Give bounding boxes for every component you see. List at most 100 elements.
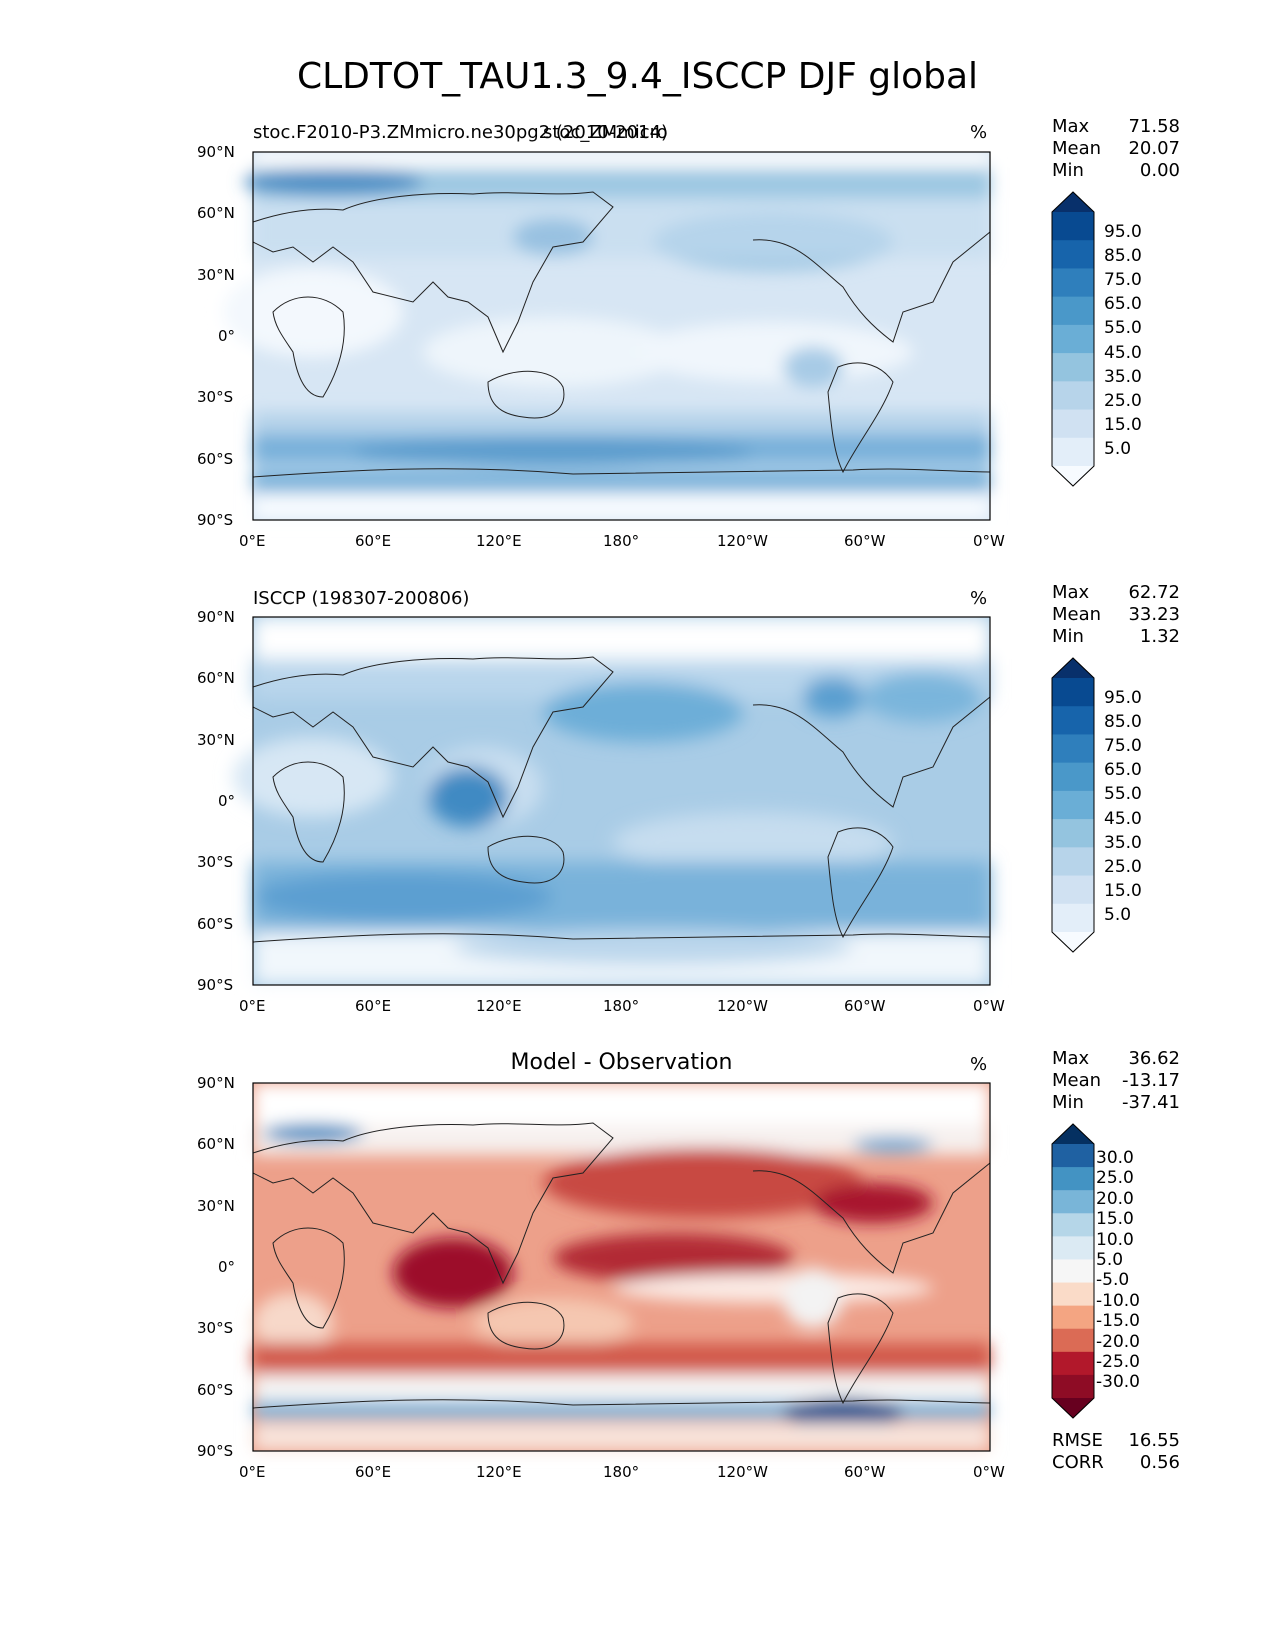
colorbar-label: -15.0 xyxy=(1096,1311,1140,1331)
colorbar-segment xyxy=(1052,1328,1094,1353)
colorbar-label: 10.0 xyxy=(1096,1230,1134,1250)
units-label: % xyxy=(970,588,988,609)
colorbar-label: 85.0 xyxy=(1104,246,1142,266)
colorbar-label: 95.0 xyxy=(1104,222,1142,242)
colorbar-segment xyxy=(1052,409,1094,439)
colorbar-extend-top xyxy=(1052,1124,1094,1144)
x-tick: 120°E xyxy=(476,532,522,550)
y-tick: 30°S xyxy=(197,853,234,871)
colorbar-extend-bottom xyxy=(1052,932,1094,952)
colorbar-segment xyxy=(1052,296,1094,326)
colorbar-label: -20.0 xyxy=(1096,1332,1140,1352)
stat-min: Min -37.41 xyxy=(1052,1092,1180,1113)
x-tick: 180° xyxy=(603,1463,640,1481)
y-tick: 90°N xyxy=(197,1074,235,1092)
colorbar-label: 30.0 xyxy=(1096,1148,1134,1168)
stat-min: Min 0.00 xyxy=(1052,160,1180,181)
map-model xyxy=(223,151,991,521)
y-tick: 0° xyxy=(218,327,236,345)
colorbar-label: 15.0 xyxy=(1096,1209,1134,1229)
colorbar-segment xyxy=(1052,875,1094,905)
colorbar-segment xyxy=(1052,1167,1094,1191)
colorbar-label: -5.0 xyxy=(1096,1270,1130,1290)
colorbar-label: 55.0 xyxy=(1104,318,1142,338)
colorbar-segment xyxy=(1052,240,1094,269)
colorbar-label: 95.0 xyxy=(1104,688,1142,708)
stat-mean: Mean 20.07 xyxy=(1052,138,1180,159)
x-tick: 180° xyxy=(603,997,640,1015)
y-tick: 30°N xyxy=(197,731,235,749)
y-tick: 30°N xyxy=(197,266,235,284)
colorbar-label: 20.0 xyxy=(1096,1189,1134,1209)
y-tick: 30°N xyxy=(197,1197,235,1215)
y-tick: 90°N xyxy=(197,608,235,626)
colorbar-outline xyxy=(1051,657,1095,953)
y-tick: 30°S xyxy=(197,1319,234,1337)
colorbar-extend-top xyxy=(1052,658,1094,678)
colorbar-label: 15.0 xyxy=(1104,415,1142,435)
x-tick: 0°W xyxy=(973,532,1005,550)
x-tick: 120°E xyxy=(476,997,522,1015)
y-tick: 60°N xyxy=(197,669,235,687)
colorbar-label: -10.0 xyxy=(1096,1291,1140,1311)
colorbar-segment xyxy=(1052,1144,1094,1168)
colorbar-segment xyxy=(1052,1351,1094,1376)
colorbar-segment xyxy=(1052,268,1094,298)
map-difference xyxy=(252,1082,991,1452)
colorbar-label: 45.0 xyxy=(1104,809,1142,829)
colorbar-label: 45.0 xyxy=(1104,343,1142,363)
y-tick: 90°S xyxy=(197,1442,234,1460)
colorbar-label: 75.0 xyxy=(1104,270,1142,290)
stat-corr: CORR 0.56 xyxy=(1052,1452,1180,1473)
panel-center-label: Model - Observation xyxy=(510,1050,733,1075)
colorbar-segment xyxy=(1052,762,1094,792)
y-tick: 30°S xyxy=(197,388,234,406)
colorbar-segment xyxy=(1052,790,1094,820)
colorbar-segment xyxy=(1052,1236,1094,1260)
x-tick: 60°W xyxy=(844,997,886,1015)
colorbar-extend-top xyxy=(1052,192,1094,212)
x-tick: 0°E xyxy=(239,532,266,550)
stat-max: Max 36.62 xyxy=(1052,1048,1180,1069)
colorbar-label: 5.0 xyxy=(1104,439,1132,459)
colorbar-label: 55.0 xyxy=(1104,784,1142,804)
x-tick: 120°E xyxy=(476,1463,522,1481)
y-tick: 60°S xyxy=(197,1381,234,1399)
x-tick: 120°W xyxy=(717,997,768,1015)
colorbar-label: 35.0 xyxy=(1104,367,1142,387)
y-tick: 0° xyxy=(218,1258,236,1276)
y-tick: 60°S xyxy=(197,450,234,468)
y-tick: 90°S xyxy=(197,976,234,994)
stat-rmse: RMSE 16.55 xyxy=(1052,1430,1180,1451)
x-tick: 0°E xyxy=(239,1463,266,1481)
x-tick: 60°W xyxy=(844,1463,886,1481)
x-tick: 60°E xyxy=(355,997,392,1015)
colorbar-segment xyxy=(1052,1305,1094,1330)
x-tick: 60°E xyxy=(355,1463,392,1481)
panel-center-label: stoc_ZMmicro xyxy=(543,122,668,143)
y-tick: 60°S xyxy=(197,915,234,933)
colorbar-label: 25.0 xyxy=(1104,857,1142,877)
y-tick: 60°N xyxy=(197,204,235,222)
colorbar-segment xyxy=(1052,819,1094,848)
colorbar-segment xyxy=(1052,1374,1094,1399)
x-tick: 60°E xyxy=(355,532,392,550)
y-tick: 90°S xyxy=(197,511,234,529)
map-observation xyxy=(233,616,991,986)
x-tick: 120°W xyxy=(717,1463,768,1481)
colorbar-segment xyxy=(1052,903,1094,933)
colorbar-label: 25.0 xyxy=(1096,1168,1134,1188)
colorbar-segment xyxy=(1052,706,1094,735)
colorbar-segment xyxy=(1052,1259,1094,1284)
colorbar-extend-bottom xyxy=(1052,1398,1094,1418)
y-tick: 0° xyxy=(218,792,236,810)
stat-max: Max 62.72 xyxy=(1052,582,1180,603)
coastline-outline xyxy=(252,191,991,478)
colorbar-label: -25.0 xyxy=(1096,1352,1140,1372)
colorbar-outline xyxy=(1051,1123,1095,1419)
colorbar-label: 5.0 xyxy=(1096,1250,1124,1270)
x-tick: 120°W xyxy=(717,532,768,550)
coastline-outline xyxy=(252,656,991,943)
colorbar-segment xyxy=(1052,324,1094,354)
colorbar-label: -30.0 xyxy=(1096,1372,1140,1392)
